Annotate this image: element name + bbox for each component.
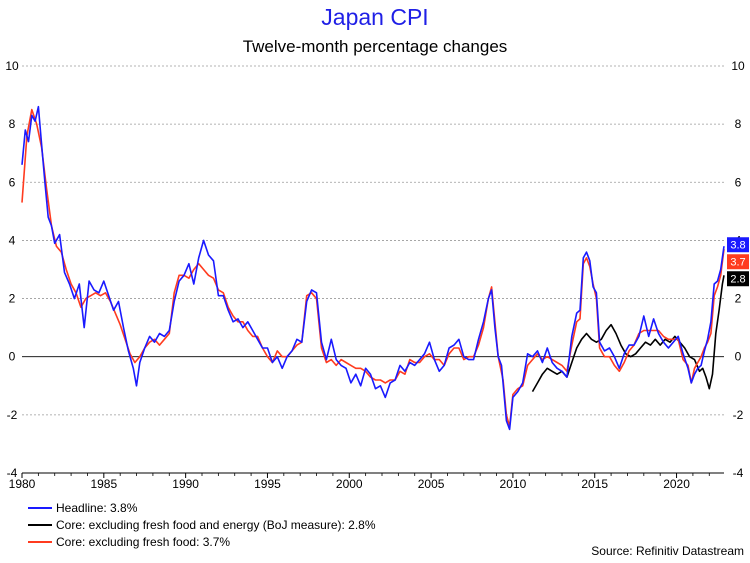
series-line-2 (21, 108, 725, 428)
legend-item-core-ex-fresh: Core: excluding fresh food: 3.7% (28, 533, 376, 550)
y-tick-label-left: 8 (9, 117, 16, 131)
y-tick-label-right: 6 (735, 175, 742, 189)
legend-label-core-ex-fresh: Core: excluding fresh food: 3.7% (56, 534, 231, 549)
x-tick-label: 2010 (500, 477, 527, 491)
last-value-flag-2 (727, 254, 749, 270)
legend-swatch-core-boj (28, 523, 52, 526)
legend-swatch-headline (28, 506, 52, 509)
y-tick-label-left: -4 (7, 466, 18, 480)
y-tick-label-right: 10 (731, 59, 745, 73)
y-tick-label-left: 0 (9, 350, 16, 364)
y-tick-label-right: 8 (735, 117, 742, 131)
last-value-flag-1 (727, 271, 749, 287)
chart-subtitle: Twelve-month percentage changes (242, 37, 508, 56)
last-value-flags: 3.8 3.7 2.8 (727, 237, 749, 287)
x-tick-label: 1980 (9, 477, 36, 491)
x-tick-label: 2005 (418, 477, 445, 491)
last-value-flag-0 (727, 237, 749, 253)
x-tick-label: 2000 (336, 477, 363, 491)
y-tick-label-right: -4 (733, 466, 744, 480)
series-line-0 (21, 105, 725, 431)
series-lines (21, 105, 725, 431)
legend-label-core-boj: Core: excluding fresh food and energy (B… (56, 517, 376, 532)
y-tick-label-right: 2 (735, 292, 742, 306)
chart-legend: Headline: 3.8% Core: excluding fresh foo… (28, 499, 376, 550)
axes: -4-4-2-200224466881010198019851990199520… (5, 59, 745, 491)
last-value-label-0: 3.8 (730, 240, 745, 252)
legend-item-core-boj: Core: excluding fresh food and energy (B… (28, 516, 376, 533)
last-value-label-2: 3.7 (730, 257, 745, 269)
y-tick-label-right: 0 (735, 350, 742, 364)
x-tick-label: 2020 (663, 477, 690, 491)
chart-title: Japan CPI (321, 4, 429, 30)
y-tick-label-left: 10 (5, 59, 19, 73)
y-tick-label-left: 6 (9, 175, 16, 189)
legend-label-headline: Headline: 3.8% (56, 500, 138, 515)
x-tick-label: 1985 (90, 477, 117, 491)
y-tick-label-right: -2 (733, 408, 744, 422)
y-tick-label-left: 4 (9, 233, 16, 247)
x-tick-label: 1995 (254, 477, 281, 491)
source-note: Source: Refinitiv Datastream (591, 544, 744, 558)
y-tick-label-left: 2 (9, 292, 16, 306)
x-tick-label: 1990 (172, 477, 199, 491)
y-tick-label-left: -2 (7, 408, 18, 422)
legend-swatch-core-ex-fresh (28, 540, 52, 543)
x-tick-label: 2015 (581, 477, 608, 491)
legend-item-headline: Headline: 3.8% (28, 499, 376, 516)
gridlines (22, 65, 724, 474)
last-value-label-1: 2.8 (730, 274, 745, 286)
